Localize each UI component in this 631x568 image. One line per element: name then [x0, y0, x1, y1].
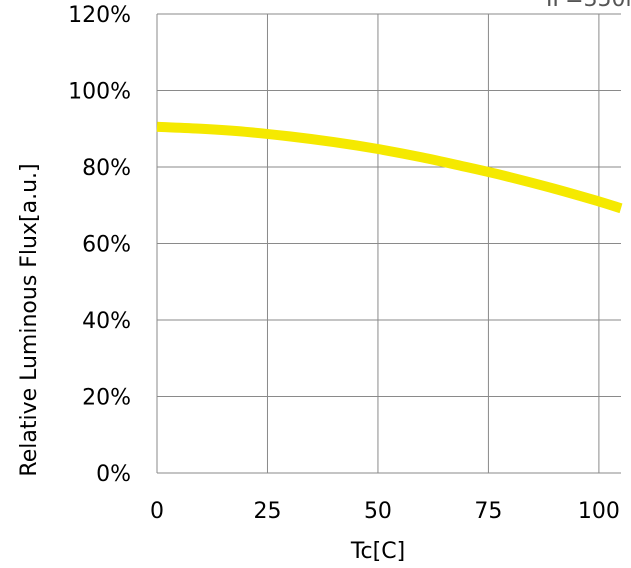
y-tick-label: 20% [82, 386, 131, 411]
x-tick-label: 100 [578, 499, 620, 524]
y-axis-title: Relative Luminous Flux[a.u.] [17, 163, 42, 476]
x-tick-label: 25 [253, 499, 281, 524]
y-tick-label: 0% [96, 462, 131, 487]
y-tick-label: 40% [82, 309, 131, 334]
luminous-flux-series-line [156, 121, 623, 214]
y-tick-label: 100% [68, 80, 131, 105]
y-tick-label: 60% [82, 233, 131, 258]
x-tick-label: 50 [364, 499, 392, 524]
x-tick-label: 0 [150, 499, 164, 524]
x-tick-label: 75 [474, 499, 502, 524]
y-tick-label: 80% [82, 156, 131, 181]
x-tick-labels: 0 25 50 75 100 [150, 499, 620, 524]
y-tick-label: 120% [68, 3, 131, 28]
y-tick-labels: 0% 20% 40% 60% 80% 100% 120% [68, 3, 131, 487]
x-axis-title: Tc[C] [350, 539, 405, 564]
series-layer [156, 121, 623, 214]
grid [156, 13, 621, 474]
corner-annotation: IF=350mA [546, 0, 631, 12]
